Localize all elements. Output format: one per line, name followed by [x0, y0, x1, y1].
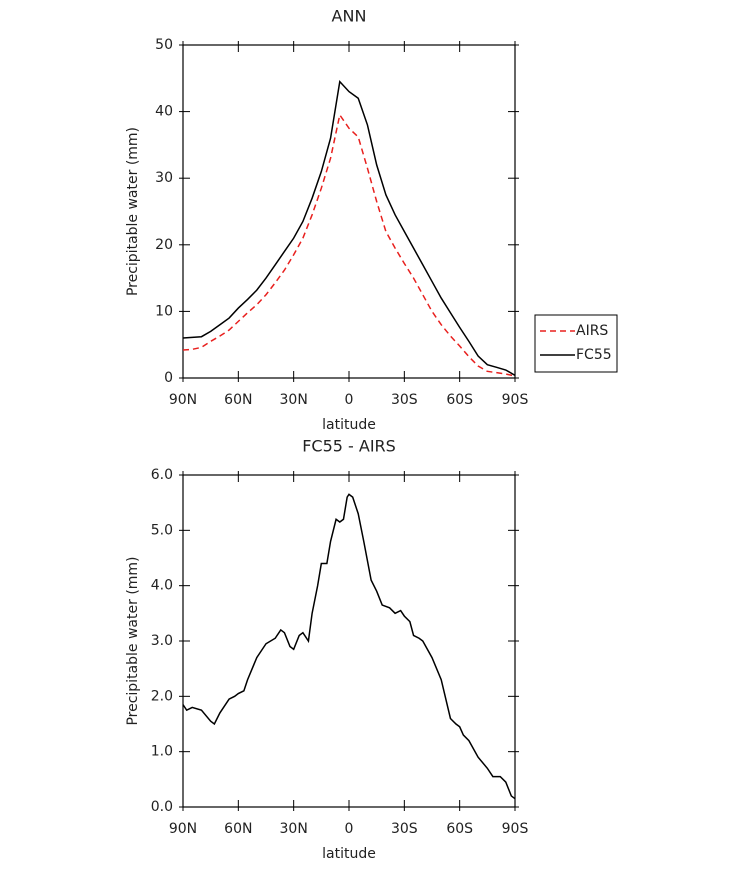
data-line — [182, 79, 516, 376]
y-tick-label: 0 — [164, 370, 173, 386]
x-axis-label: latitude — [322, 417, 376, 433]
y-tick-label: 4.0 — [151, 578, 173, 594]
y-tick-label: 50 — [155, 37, 173, 53]
legend-label: FC55 — [576, 347, 612, 363]
x-tick-label: 90N — [169, 821, 197, 837]
y-axis-label: Precipitable water (mm) — [125, 127, 141, 296]
x-tick-label: 30N — [280, 821, 308, 837]
x-tick-label: 30N — [280, 392, 308, 408]
x-axis-label: latitude — [322, 846, 376, 862]
x-tick-label: 60N — [224, 392, 252, 408]
y-tick-label: 30 — [155, 170, 173, 186]
x-tick-label: 90S — [502, 392, 529, 408]
plot-frame — [182, 474, 516, 808]
y-tick-label: 2.0 — [151, 688, 173, 704]
legend-box — [534, 314, 618, 373]
y-tick-label: 6.0 — [151, 467, 173, 483]
chart-title: ANN — [332, 7, 367, 26]
x-tick-label: 0 — [345, 821, 354, 837]
chart-title: FC55 - AIRS — [302, 437, 396, 456]
y-tick-label: 20 — [155, 237, 173, 253]
x-tick-label: 0 — [345, 392, 354, 408]
y-tick-label: 1.0 — [151, 744, 173, 760]
y-tick-label: 10 — [155, 303, 173, 319]
x-tick-label: 60S — [446, 821, 473, 837]
legend-label: AIRS — [576, 323, 608, 339]
y-tick-label: 0.0 — [151, 799, 173, 815]
plot-frame — [182, 44, 516, 379]
y-tick-label: 3.0 — [151, 633, 173, 649]
data-line — [182, 493, 516, 800]
y-tick-label: 40 — [155, 104, 173, 120]
x-tick-label: 90N — [169, 392, 197, 408]
y-tick-label: 5.0 — [151, 522, 173, 538]
x-tick-label: 60S — [446, 392, 473, 408]
x-tick-label: 30S — [391, 821, 418, 837]
data-line — [182, 113, 516, 377]
y-axis-label: Precipitable water (mm) — [125, 556, 141, 725]
x-tick-label: 30S — [391, 392, 418, 408]
x-tick-label: 90S — [502, 821, 529, 837]
x-tick-label: 60N — [224, 821, 252, 837]
